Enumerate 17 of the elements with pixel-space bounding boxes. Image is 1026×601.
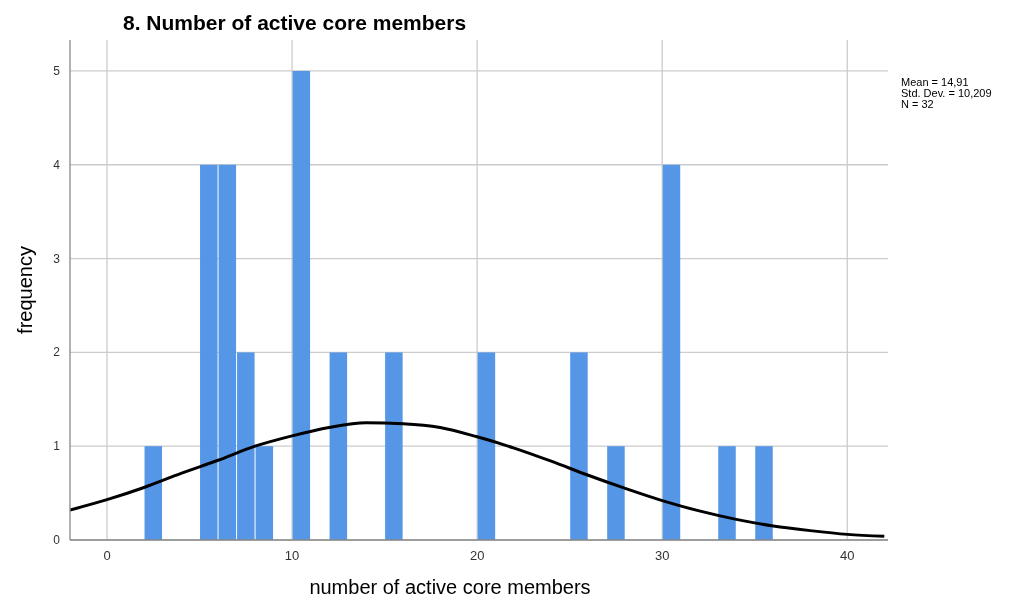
y-tick-label: 5 [53,63,61,78]
x-axis-title: number of active core members [309,576,591,598]
x-tick-label: 30 [654,548,670,563]
chart-title: 8. Number of active core members [123,11,467,34]
y-tick-label: 4 [53,157,61,172]
y-tick-label: 1 [53,439,61,454]
x-tick-label: 40 [840,548,855,563]
text: N = 32 [901,98,934,110]
y-tick-label: 3 [53,251,61,266]
text: Mean = 14,91 [901,76,969,88]
y-tick-label: 2 [53,345,61,360]
text: Std. Dev. = 10,209 [901,87,992,99]
y-tick-label: 0 [53,533,61,547]
x-tick-label: 20 [469,548,485,563]
x-tick-label: 10 [284,548,300,563]
y-axis-title: frequency [14,246,36,334]
x-tick-label: 0 [103,548,111,563]
